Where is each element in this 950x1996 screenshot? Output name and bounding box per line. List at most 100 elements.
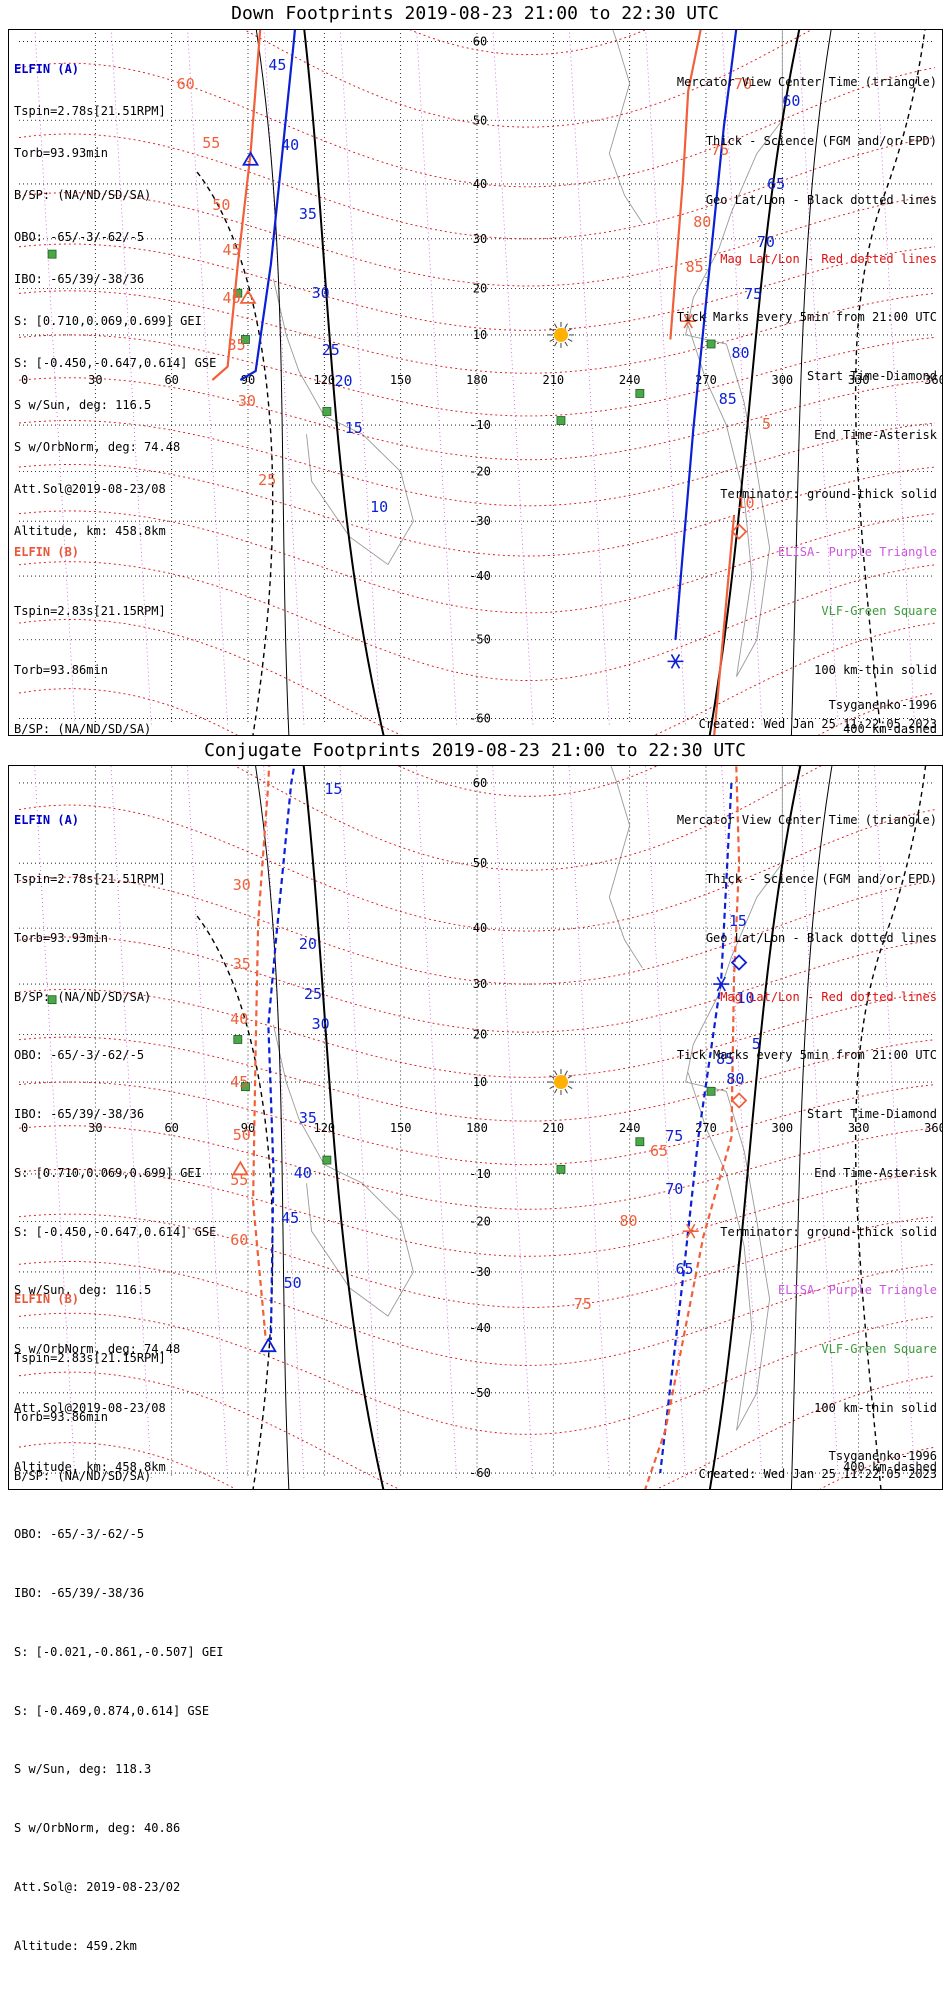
elfin-a-header: ELFIN (A) [14,62,80,76]
legend-item: Mag Lat/Lon - Red dotted lines [720,989,937,1004]
track-time-label: 80 [619,1212,637,1230]
legend-item: 100 km-thin solid [814,663,937,677]
track-time-label: 35 [228,336,246,354]
track-time-label: 35 [299,205,317,223]
lon-tick-label: 90 [241,1121,255,1135]
coastline [685,766,783,1431]
lat-tick-label: -20 [469,465,491,479]
track-time-label: 50 [284,1274,302,1292]
elfin-a-altitude: Altitude, km: 458.8km [14,1459,166,1474]
lat-tick-label: 50 [473,856,487,870]
elfin-b-track [644,766,741,1489]
mag-lat-line [18,464,936,557]
terminator-100km [255,30,290,735]
map-canvas[interactable]: 0306090120150180210240270300330360706050… [9,30,942,735]
terminator-ground [708,30,801,735]
legend-item: VLF-Green Square [821,1342,937,1357]
lon-tick-label: 300 [771,1121,793,1135]
lat-tick-label: -60 [469,1466,491,1480]
elfin-b-bsp: B/SP: (NA/ND/SD/SA) [14,721,152,736]
legend-item: Terminator: ground-thick solid [720,486,937,501]
end-time-asterisk-marker [682,1223,699,1239]
track-time-label: 80 [731,344,749,362]
lon-tick-label: 180 [466,1121,488,1135]
track-time-label: 75 [744,285,762,303]
track-time-label: 70 [734,75,752,93]
legend-item: VLF-Green Square [821,604,937,619]
elfin-b-info: ELFIN (B) Tspin=2.83s[21.15RPM] Torb=93.… [14,1251,224,1996]
mag-lat-line [18,619,936,735]
legend-item: 400 km-dashed [843,721,937,736]
lon-tick-label: 30 [88,373,102,387]
elfin-b-obo: OBO: -65/-3/-62/-5 [14,1527,145,1542]
elfin-a-altitude: Altitude, km: 458.8km [14,524,166,538]
map-panel-down: 0306090120150180210240270300330360706050… [8,29,943,1206]
sun-icon [547,1069,574,1096]
lon-tick-label: 240 [619,373,641,387]
elfin-a-obo: OBO: -65/-3/-62/-5 [14,230,145,244]
elfin-b-tspin: Tspin=2.83s[21.15RPM] [14,603,166,618]
lat-tick-label: -10 [469,1167,491,1181]
track-time-label: 5 [762,415,771,433]
elfin-a-track [674,30,738,640]
elfin-a-tspin: Tspin=2.78s[21.51RPM] [14,104,166,118]
elfin-a-torb: Torb=93.93min [14,930,108,945]
track-time-label: 10 [737,989,755,1007]
track-time-label: 75 [711,141,729,159]
elfin-b-track [211,30,262,381]
legend-item: End Time-Asterisk [814,1165,937,1180]
elfin-a-attsol: Att.Sol@2019-08-23/08 [14,1401,166,1415]
track-time-label: 25 [322,341,340,359]
elfin-b-altitude: Altitude: 459.2km [14,1938,137,1953]
vlf-station-marker [706,339,716,349]
vlf-station-marker [241,335,250,344]
legend-item: Geo Lat/Lon - Black dotted lines [705,930,937,945]
terminator-100km [790,30,832,735]
legend-item: Tick Marks every 5min from 21:00 UTC [676,1048,937,1063]
map-canvas[interactable]: 0306090120150180210240270300330360706050… [9,766,942,1489]
track-time-label: 85 [719,390,737,408]
map-panel-conjugate: 0306090120150180210240270300330360706050… [8,765,943,1953]
elfin-a-info: ELFIN (A) Tspin=2.78s[21.51RPM] Torb=93.… [14,34,216,566]
mag-lon-line [263,30,305,726]
lon-tick-label: 210 [542,373,564,387]
lat-tick-label: 50 [473,113,487,127]
track-time-label: 65 [650,1142,668,1160]
track-time-label: 50 [212,196,230,214]
legend-item: ELISA- Purple Triangle [778,1283,937,1298]
mag-lon-line [568,766,610,1480]
lon-tick-label: 120 [313,373,335,387]
lat-tick-label: 60 [473,35,487,49]
track-time-label: 10 [737,494,755,512]
sun-icon [547,321,574,348]
view-center-triangle-marker [239,289,257,304]
mag-lat-line [409,30,647,56]
elfin-b-orbnorm-angle: S w/OrbNorm, deg: 40.86 [14,1821,181,1836]
track-time-label: 45 [230,1073,248,1091]
track-time-label: 60 [230,1231,248,1249]
track-time-label: 85 [686,258,704,276]
elfin-a-gei: S: [0.710,0.069,0.699] GEI [14,1165,202,1180]
legend-item: Thick - Science (FGM and/or EPD) [705,871,937,886]
elfin-a-track [267,766,296,1341]
vlf-station-marker [47,995,57,1005]
legend-item: 100 km-thin solid [814,1401,937,1415]
terminator-400km [196,171,274,735]
vlf-station-marker [322,407,332,416]
vlf-station-marker [322,1155,332,1165]
model-label: Tsyganenko-1996 [828,698,937,712]
end-time-asterisk-marker [713,976,730,992]
lat-tick-label: -30 [469,514,491,528]
lon-tick-label: 0 [21,373,28,387]
lat-tick-label: -10 [469,418,491,432]
elfin-b-torb: Torb=93.86min [14,1409,108,1424]
terminator-ground [303,30,385,735]
elfin-b-track [713,515,736,735]
lon-tick-label: 360 [924,1121,942,1135]
elfin-a-gse: S: [-0.450,-0.647,0.614] GSE [14,356,217,370]
coastline [273,278,414,566]
lon-tick-label: 150 [390,373,412,387]
mag-lat-line [18,1312,936,1435]
mag-lat-line [18,510,936,614]
lon-tick-label: 180 [466,373,488,387]
